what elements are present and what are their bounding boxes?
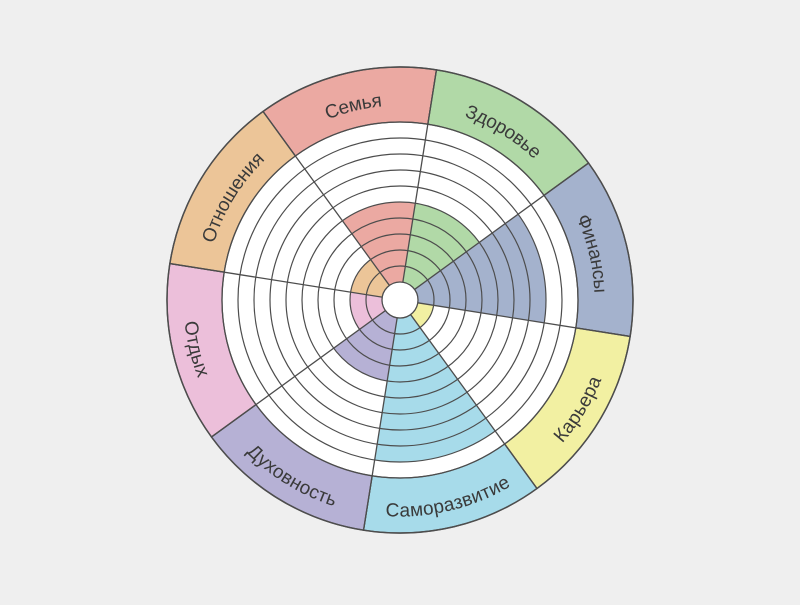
spoke-8 xyxy=(169,262,383,298)
grid-ring-1 xyxy=(365,265,435,335)
grid-ring-10 xyxy=(221,121,579,479)
grid-rings xyxy=(166,66,634,534)
spoke-5 xyxy=(410,314,538,489)
grid-ring-3 xyxy=(333,233,467,367)
spoke-1 xyxy=(262,111,390,286)
spokes xyxy=(169,69,631,531)
spoke-4 xyxy=(417,302,631,338)
center-hub xyxy=(381,281,419,319)
value-sector-8 xyxy=(350,259,390,298)
outer-border xyxy=(166,66,634,534)
grid-ring-5 xyxy=(301,201,499,399)
spoke-7 xyxy=(211,310,386,438)
grid-ring-9 xyxy=(237,137,563,463)
grid-ring-6 xyxy=(285,185,515,415)
spoke-6 xyxy=(362,317,398,531)
grid-ring-8 xyxy=(253,153,547,447)
grid-ring-4 xyxy=(317,217,483,383)
value-sector-1 xyxy=(342,202,416,286)
grid-ring-7 xyxy=(269,169,531,431)
spoke-3 xyxy=(414,162,589,290)
value-sector-3 xyxy=(414,214,547,323)
grid-ring-2 xyxy=(349,249,451,351)
value-sector-5 xyxy=(374,314,496,462)
spoke-2 xyxy=(402,69,438,283)
value-sector-2 xyxy=(402,203,480,290)
